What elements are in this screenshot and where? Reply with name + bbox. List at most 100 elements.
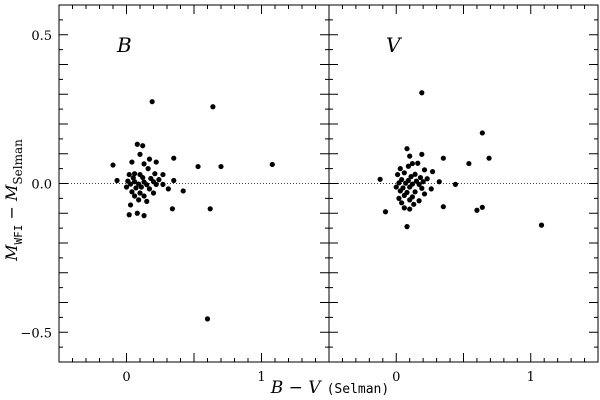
data-point [407,153,413,159]
y-label-sub-wfi: WFI [12,225,25,245]
data-point [416,181,422,187]
data-point [129,189,135,195]
data-point [399,200,405,206]
data-point [474,207,480,213]
data-point [412,171,418,177]
data-point [110,162,116,168]
data-point [134,141,140,147]
panel-v: V 0 1 [328,4,599,385]
y-tick-label: −0.5 [20,326,52,341]
data-point [412,189,418,195]
data-point [144,198,150,204]
data-point [407,206,413,212]
data-point [479,130,485,136]
data-point [146,186,153,192]
data-point [416,198,422,204]
data-point [429,169,436,175]
data-point [538,222,545,228]
data-point [169,206,175,212]
data-point [195,163,201,170]
panel-b: B 0 1 0.5 0.0 −0.5 [20,4,330,385]
data-point [466,160,472,167]
data-point [405,163,411,169]
data-point [420,179,426,185]
data-point [401,192,407,198]
data-point [127,202,134,208]
y-label-sub-selman: Selman [11,139,25,185]
data-point [133,185,139,191]
data-point [132,193,138,199]
data-point [165,186,171,192]
data-point [137,151,143,157]
data-point [397,188,403,194]
data-point [144,182,150,188]
data-point [419,185,425,191]
x-tick-label: 0 [392,370,400,385]
data-point [396,195,402,201]
data-point [126,212,132,218]
data-point [153,159,159,165]
data-point [207,206,213,212]
data-point [393,184,399,190]
data-point [417,174,424,181]
data-point [269,161,275,168]
data-point [141,193,147,199]
data-point [123,184,130,190]
data-point [114,177,120,184]
data-point [424,176,430,182]
data-point [150,190,157,196]
data-point [160,181,166,187]
data-point [409,160,415,167]
data-point [145,166,151,172]
data-point [180,188,186,194]
data-point [419,151,425,157]
panel-label-b: B [116,33,132,57]
data-point [411,201,417,207]
data-point [403,180,409,186]
data-point [218,163,224,170]
y-tick-label: 0.5 [31,29,52,44]
data-point [404,146,410,152]
data-point [408,174,414,180]
data-point [132,179,138,185]
data-point [152,171,158,177]
data-point [153,181,159,187]
data-point [436,179,442,185]
data-point [171,155,177,161]
data-point [394,171,401,178]
data-point [204,316,211,322]
data-point [407,184,413,190]
data-point [421,167,428,173]
data-point [421,191,428,197]
data-point [137,190,143,196]
data-point [171,177,177,184]
data-point [146,156,153,162]
data-point [440,204,446,210]
data-point [396,180,402,186]
data-point [138,184,144,190]
data-point [210,104,216,110]
data-point [397,166,403,172]
y-axis-label: MWFI − MSelman [2,139,25,262]
data-point [415,160,421,166]
panel-label-v: V [386,33,403,57]
data-point [382,209,389,215]
y-tick-label: 0.0 [31,178,52,193]
svg-text:B − V(Selman): B − V (Selman) [270,378,389,398]
data-point [404,224,410,230]
data-point [419,90,425,96]
data-point [160,171,166,178]
x-axis-label: B − V (Selman) [270,378,389,398]
data-point [129,159,135,165]
data-point [140,143,146,149]
x-tick-label: 1 [257,370,265,385]
data-point [149,99,155,105]
x-tick-label: 0 [122,370,130,385]
data-point [141,161,147,167]
data-point [140,174,146,181]
data-point [486,155,492,161]
data-point [452,181,459,187]
data-point [479,204,485,210]
data-point [141,213,147,219]
svg-text:MWFI − MSelman: MWFI − MSelman [2,139,25,262]
